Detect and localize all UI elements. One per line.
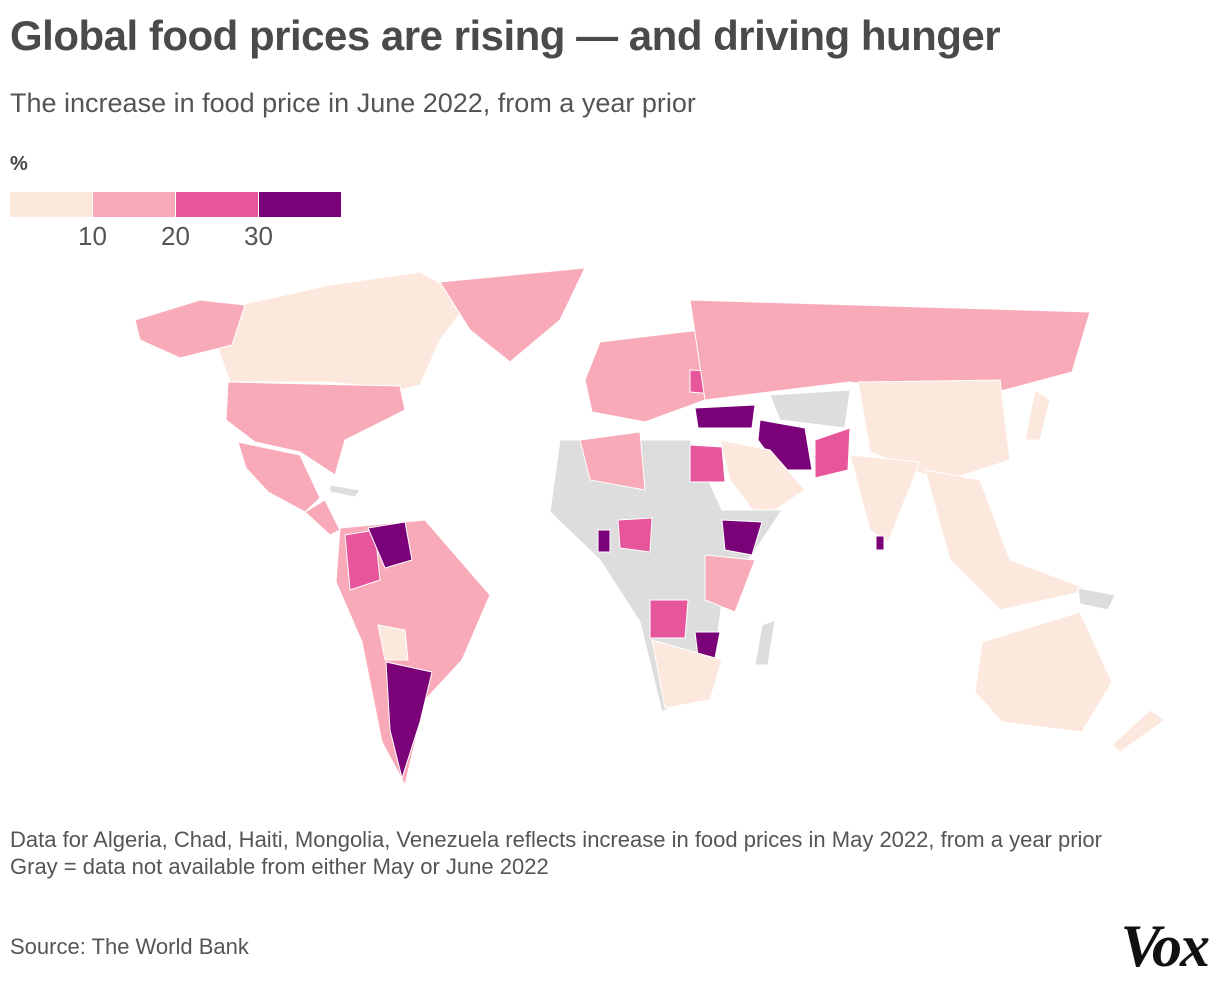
legend-swatch [259, 192, 341, 217]
se-asia [924, 469, 1092, 611]
alaska [134, 299, 246, 359]
pakistan [814, 427, 851, 479]
arabia [719, 439, 806, 521]
australia [974, 611, 1113, 733]
nigeria [617, 517, 653, 553]
turkey [694, 404, 756, 429]
ethiopia [721, 519, 763, 556]
canada [214, 271, 471, 391]
venezuela [367, 521, 413, 569]
note: Data for Algeria, Chad, Haiti, Mongolia,… [10, 827, 1102, 852]
map [134, 267, 1166, 787]
greenland [439, 267, 586, 363]
source: Source: The World Bank [10, 934, 249, 959]
japan [1024, 389, 1051, 441]
north-africa [579, 431, 646, 491]
bolivia [377, 624, 409, 661]
sri-lanka [875, 535, 885, 551]
southern-africa [651, 639, 723, 709]
east-africa [704, 554, 756, 613]
papua [1077, 587, 1116, 611]
europe [584, 329, 706, 423]
china [857, 379, 1011, 483]
logo: Vox [1120, 913, 1210, 979]
caribbean [329, 484, 361, 498]
usa [225, 381, 406, 476]
new-zealand [1111, 709, 1166, 753]
legend-swatch [176, 192, 258, 217]
legend-swatch [10, 192, 92, 217]
egypt [689, 444, 726, 483]
angola [649, 599, 689, 639]
madagascar [754, 619, 776, 666]
central-asia [769, 389, 851, 429]
legend-tick-label: 30 [244, 221, 273, 250]
notes: Data for Algeria, Chad, Haiti, Mongolia,… [10, 826, 1200, 880]
south-america [335, 519, 491, 787]
colombia [344, 529, 381, 591]
legend-title: % [10, 153, 28, 175]
legend-swatch [93, 192, 175, 217]
argentina [385, 661, 433, 780]
title: Global food prices are rising — and driv… [10, 12, 1001, 59]
subtitle: The increase in food price in June 2022,… [10, 88, 696, 118]
india [849, 454, 921, 543]
note: Gray = data not available from either Ma… [10, 854, 549, 879]
legend-tick-label: 10 [78, 221, 107, 250]
ghana [597, 529, 611, 553]
legend-tick-label: 20 [161, 221, 190, 250]
legend: % 10 20 30 [10, 153, 341, 250]
